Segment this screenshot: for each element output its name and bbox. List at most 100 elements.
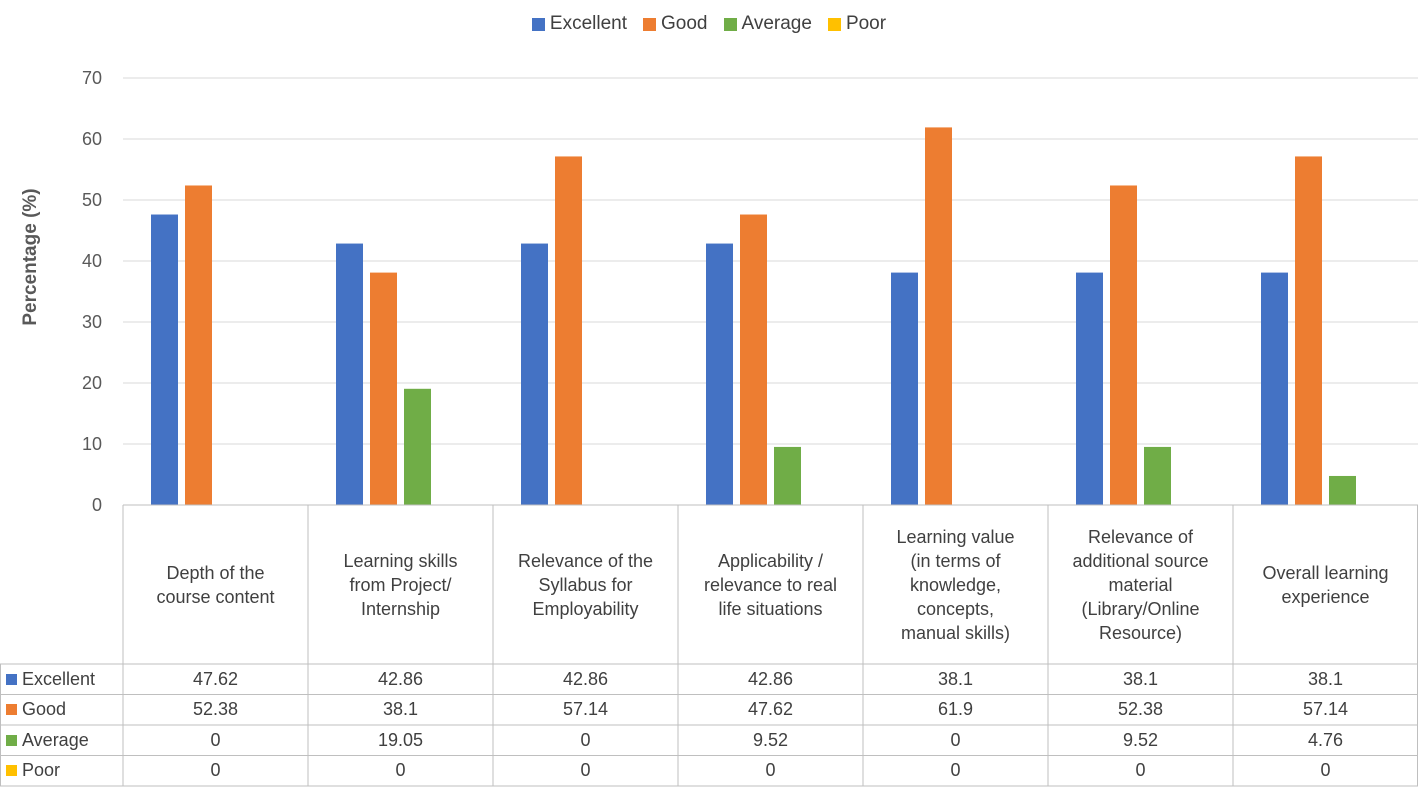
table-row-swatch <box>6 734 17 746</box>
legend-swatch <box>723 17 737 31</box>
bar-average <box>404 388 431 505</box>
y-tick-label: 30 <box>81 312 102 332</box>
table-cell: 38.1 <box>937 668 974 689</box>
bar-good <box>1110 185 1137 505</box>
category-label-line: additional source <box>1072 550 1209 571</box>
category-label: Depth of the course content <box>123 505 308 664</box>
table-cell: 38.1 <box>1307 668 1344 689</box>
bar-excellent <box>706 243 733 505</box>
y-tick-label: 0 <box>91 495 102 515</box>
table-row-label: Good <box>6 695 120 725</box>
category-label-line: Applicability / <box>717 550 824 571</box>
y-tick-label: 70 <box>81 68 102 88</box>
bar-excellent <box>151 214 178 505</box>
legend-item-average: Average <box>723 13 812 35</box>
bar-good <box>555 156 582 506</box>
category-label-line: knowledge, <box>909 574 1002 595</box>
table-row-name: Average <box>22 729 89 750</box>
y-tick-label: 60 <box>81 129 102 149</box>
bar-excellent <box>1076 272 1103 505</box>
table-cell: 42.86 <box>747 668 794 689</box>
category-label-line: Learning skills <box>343 550 458 571</box>
table-cell: 0 <box>950 729 961 750</box>
table-cell: 19.05 <box>377 729 424 750</box>
legend-swatch <box>531 17 545 31</box>
category-label: Relevance of the Syllabus for Employabilit… <box>493 505 678 664</box>
table-cell: 0 <box>395 760 406 780</box>
table-cell: 38.1 <box>382 699 419 719</box>
category-label-line: Relevance of the <box>517 550 654 571</box>
category-label-line: manual skills) <box>900 622 1011 643</box>
category-label-line: experience <box>1281 586 1370 607</box>
table-row-swatch <box>6 704 17 715</box>
table-row-swatch <box>6 673 17 685</box>
table-cell: 61.9 <box>937 699 974 719</box>
legend-label: Poor <box>845 13 887 34</box>
legend: Excellent Good Average Poor <box>0 13 1418 35</box>
bar-average <box>1144 446 1171 505</box>
bar-average <box>1329 475 1356 505</box>
category-label-line: Syllabus for <box>538 574 633 595</box>
table-cell: 42.86 <box>562 668 609 689</box>
legend-swatch <box>827 17 841 31</box>
table-cell: 52.38 <box>192 699 239 719</box>
legend-item-poor: Poor <box>827 13 887 35</box>
table-row-name: Poor <box>22 760 61 780</box>
legend-label: Excellent <box>549 13 628 34</box>
table-cell: 47.62 <box>747 699 794 719</box>
category-label-line: material <box>1108 574 1173 595</box>
table-cell: 57.14 <box>562 699 609 719</box>
bar-good <box>740 214 767 505</box>
bar-average <box>774 446 801 505</box>
category-label-line: Relevance of <box>1087 526 1194 547</box>
y-tick-label: 40 <box>81 251 102 271</box>
category-label-line: life situations <box>718 598 823 619</box>
category-label-line: (Library/Online <box>1081 598 1200 619</box>
table-row-swatch <box>6 765 17 776</box>
table-row-name: Good <box>22 699 67 719</box>
category-label-line: Internship <box>360 598 441 619</box>
category-label: Applicability / relevance to real life sit… <box>678 505 863 664</box>
legend-swatch <box>643 17 657 31</box>
bar-excellent <box>336 243 363 505</box>
y-tick-label: 20 <box>81 373 102 393</box>
bar-excellent <box>1261 272 1288 505</box>
table-cell: 0 <box>580 760 591 780</box>
category-label-line: course content <box>156 586 275 607</box>
table-cell: 0 <box>210 760 221 780</box>
y-tick-label: 50 <box>81 190 102 210</box>
bar-excellent <box>521 243 548 505</box>
bar-good <box>1295 156 1322 506</box>
table-cell: 57.14 <box>1302 699 1349 719</box>
table-cell: 0 <box>1320 760 1331 780</box>
legend-label: Good <box>661 13 708 34</box>
bar-good <box>185 185 212 505</box>
table-row-name: Excellent <box>22 668 96 689</box>
category-label-line: Employability <box>532 598 639 619</box>
category-label-line: (in terms of <box>910 550 1001 571</box>
table-row-label: Excellent <box>6 664 120 694</box>
category-label-line: Overall learning <box>1262 562 1389 583</box>
category-label-line: Depth of the <box>166 562 265 583</box>
table-cell: 42.86 <box>377 668 424 689</box>
legend-label: Average <box>741 13 812 34</box>
table-cell: 0 <box>950 760 961 780</box>
table-row-label: Average <box>6 725 120 755</box>
table-cell: 52.38 <box>1117 699 1164 719</box>
category-label: Learning value (in terms of knowledge, conc… <box>863 505 1048 664</box>
legend-item-excellent: Excellent <box>531 13 628 35</box>
category-label-line: from Project/ <box>349 574 452 595</box>
bar-good <box>925 127 952 505</box>
category-label-line: concepts, <box>916 598 995 619</box>
table-cell: 0 <box>580 729 591 750</box>
bar-good <box>370 272 397 505</box>
table-cell: 47.62 <box>192 668 239 689</box>
table-cell: 9.52 <box>1122 729 1159 750</box>
table-cell: 38.1 <box>1122 668 1159 689</box>
category-label: Relevance of additional source material (Li… <box>1048 505 1233 664</box>
table-cell: 0 <box>210 729 221 750</box>
category-label-line: relevance to real <box>703 574 838 595</box>
table-cell: 0 <box>765 760 776 780</box>
y-tick-label: 10 <box>81 434 102 454</box>
